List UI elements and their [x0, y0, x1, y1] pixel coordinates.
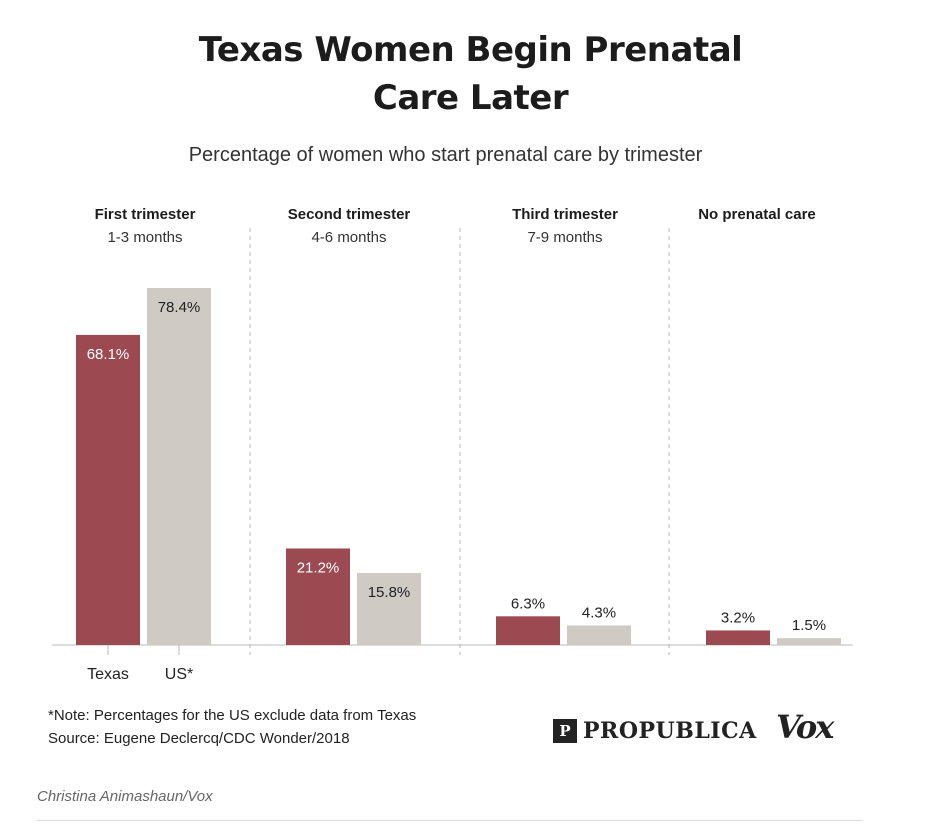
- category-sublabel: 7-9 months: [527, 229, 602, 246]
- image-credit: Christina Animashaun/Vox: [37, 788, 213, 805]
- category-label: Second trimester: [288, 206, 411, 223]
- bar-texas: [496, 616, 560, 645]
- category-sublabel: 4-6 months: [311, 229, 386, 246]
- bar-texas: [286, 548, 350, 645]
- propublica-logo: P PROPUBLICA: [553, 716, 757, 746]
- category-label: First trimester: [95, 206, 196, 223]
- legend-label: US*: [165, 666, 193, 683]
- chart-title: Texas Women Begin Prenatal Care Later: [0, 26, 941, 122]
- data-label: 6.3%: [511, 595, 545, 612]
- data-label: 78.4%: [158, 299, 201, 316]
- category-label: No prenatal care: [698, 206, 816, 223]
- bar-us: [357, 573, 421, 645]
- note-line: *Note: Percentages for the US exclude da…: [48, 707, 417, 724]
- bar-us: [147, 288, 211, 645]
- bar-chart: First trimester 1-3 months Second trimeste…: [52, 206, 853, 683]
- category-label: Third trimester: [512, 206, 618, 223]
- bar-us: [567, 625, 631, 645]
- data-label: 68.1%: [87, 346, 130, 363]
- category-sublabel: 1-3 months: [107, 229, 182, 246]
- chart-subtitle: Percentage of women who start prenatal c…: [188, 144, 703, 166]
- chart-title-line-2: Care Later: [372, 78, 569, 118]
- chart-title-line-1: Texas Women Begin Prenatal: [198, 30, 743, 70]
- divider-line: [37, 820, 863, 821]
- data-label: 4.3%: [582, 604, 616, 621]
- bar-us: [777, 638, 841, 645]
- data-label: 21.2%: [297, 559, 340, 576]
- vox-logo: Vox: [776, 708, 834, 746]
- data-label: 15.8%: [368, 584, 411, 601]
- propublica-wordmark: PROPUBLICA: [583, 718, 757, 744]
- legend-label: Texas: [87, 666, 129, 683]
- data-label: 1.5%: [792, 617, 826, 634]
- source-line: Source: Eugene Declercq/CDC Wonder/2018: [48, 730, 350, 747]
- bar-texas: [76, 334, 140, 645]
- bar-texas: [706, 630, 770, 645]
- data-label: 3.2%: [721, 609, 755, 626]
- chart-note: *Note: Percentages for the US exclude da…: [48, 704, 416, 750]
- propublica-mark-icon: P: [553, 719, 577, 743]
